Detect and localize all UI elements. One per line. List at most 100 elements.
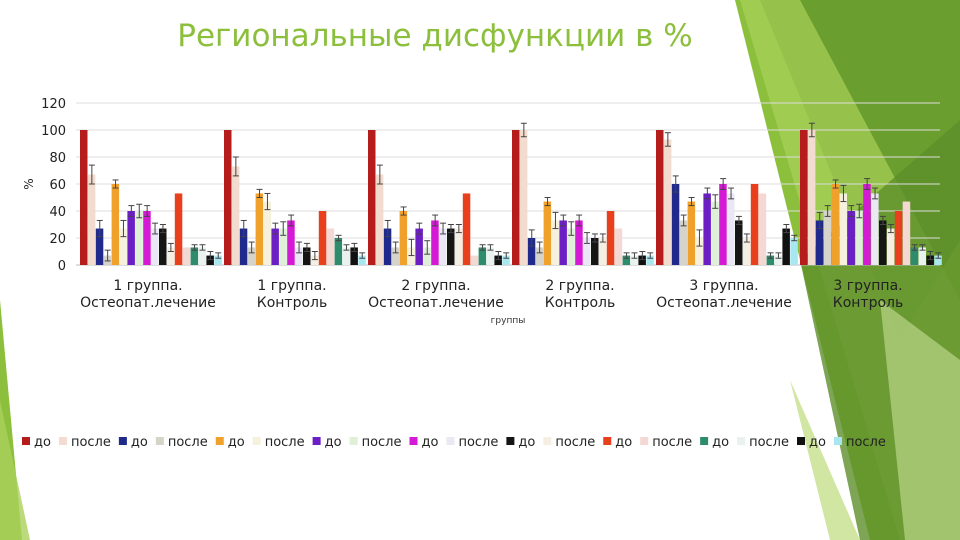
bar — [679, 220, 688, 265]
legend-swatch — [737, 437, 746, 445]
bar — [551, 220, 559, 265]
bar — [646, 255, 654, 265]
x-tick-label: 2 группа. Контроль — [545, 278, 615, 311]
bar — [391, 247, 400, 265]
bar — [334, 238, 343, 265]
bar — [847, 211, 855, 265]
bar — [831, 184, 840, 265]
legend-swatch — [700, 437, 709, 445]
bar — [871, 193, 879, 265]
bar — [687, 201, 696, 265]
legend-swatch — [155, 437, 164, 445]
bar — [711, 201, 719, 265]
bar — [318, 211, 327, 265]
bar — [766, 255, 775, 265]
bar — [407, 247, 415, 265]
bar — [630, 255, 638, 265]
legend-label: после — [458, 435, 498, 450]
bar — [703, 193, 711, 265]
legend-label: до — [615, 435, 632, 450]
bar — [174, 193, 183, 265]
bar — [470, 255, 479, 265]
bar — [342, 247, 350, 265]
bar — [894, 211, 903, 265]
legend-swatch — [603, 437, 612, 445]
bar — [638, 255, 646, 265]
bar — [782, 228, 790, 265]
bar — [656, 130, 664, 265]
y-tick-label: 80 — [49, 151, 66, 166]
bar — [119, 228, 127, 265]
bar — [879, 220, 887, 265]
legend-swatch — [640, 437, 649, 445]
bar — [918, 247, 926, 265]
bar — [839, 193, 847, 265]
bar — [598, 238, 607, 265]
bar — [310, 255, 319, 265]
legend-swatch — [833, 437, 842, 445]
bar — [368, 130, 376, 265]
bar — [719, 184, 727, 265]
slide-title: Региональные дисфункции в % — [177, 18, 693, 54]
y-tick-label: 20 — [49, 232, 66, 247]
legend-label: до — [712, 435, 729, 450]
legend-swatch — [349, 437, 358, 445]
bar — [159, 228, 167, 265]
legend-label: до — [518, 435, 535, 450]
bar — [182, 247, 191, 265]
bar — [815, 220, 824, 265]
bar — [758, 193, 767, 265]
bar — [567, 228, 575, 265]
legend-swatch — [797, 437, 805, 445]
bar — [454, 228, 463, 265]
bar — [358, 255, 366, 265]
bar — [80, 130, 88, 265]
bar — [214, 255, 222, 265]
x-tick-label: 1 группа. Контроль — [257, 278, 327, 311]
bar — [535, 247, 544, 265]
legend-label: после — [265, 435, 305, 450]
bar — [886, 228, 895, 265]
legend-label: до — [422, 435, 439, 450]
bar — [543, 201, 552, 265]
bar — [606, 211, 615, 265]
bar — [198, 247, 206, 265]
bar — [271, 228, 279, 265]
legend-label: до — [228, 435, 245, 450]
bar — [111, 184, 120, 265]
bar — [190, 247, 199, 265]
bar — [519, 130, 528, 265]
bar — [239, 228, 248, 265]
bar — [95, 228, 104, 265]
x-axis-label: группы — [491, 316, 526, 326]
bar — [439, 228, 447, 265]
bar — [934, 255, 942, 265]
bar — [295, 247, 303, 265]
bar — [910, 247, 919, 265]
bar — [166, 247, 175, 265]
legend-swatch — [446, 437, 455, 445]
legend-label: после — [168, 435, 208, 450]
legend-swatch — [252, 437, 261, 445]
bar — [727, 193, 735, 265]
bar — [143, 211, 151, 265]
y-tick-label: 40 — [49, 205, 66, 220]
legend-swatch — [22, 437, 30, 445]
legend-swatch — [506, 437, 515, 445]
x-tick-label: 1 группа. Остеопат.лечение — [80, 278, 216, 311]
bar — [863, 184, 871, 265]
bar — [663, 139, 672, 265]
legend-label: до — [131, 435, 148, 450]
bar — [263, 201, 271, 265]
bar — [512, 130, 520, 265]
bar — [462, 193, 471, 265]
x-tick-label: 3 группа. Остеопат.лечение — [656, 278, 792, 311]
legend-label: после — [555, 435, 595, 450]
bar — [447, 228, 455, 265]
legend-label: до — [34, 435, 51, 450]
bar — [823, 211, 832, 265]
bar — [614, 228, 623, 265]
bar — [431, 220, 439, 265]
bar — [326, 228, 335, 265]
